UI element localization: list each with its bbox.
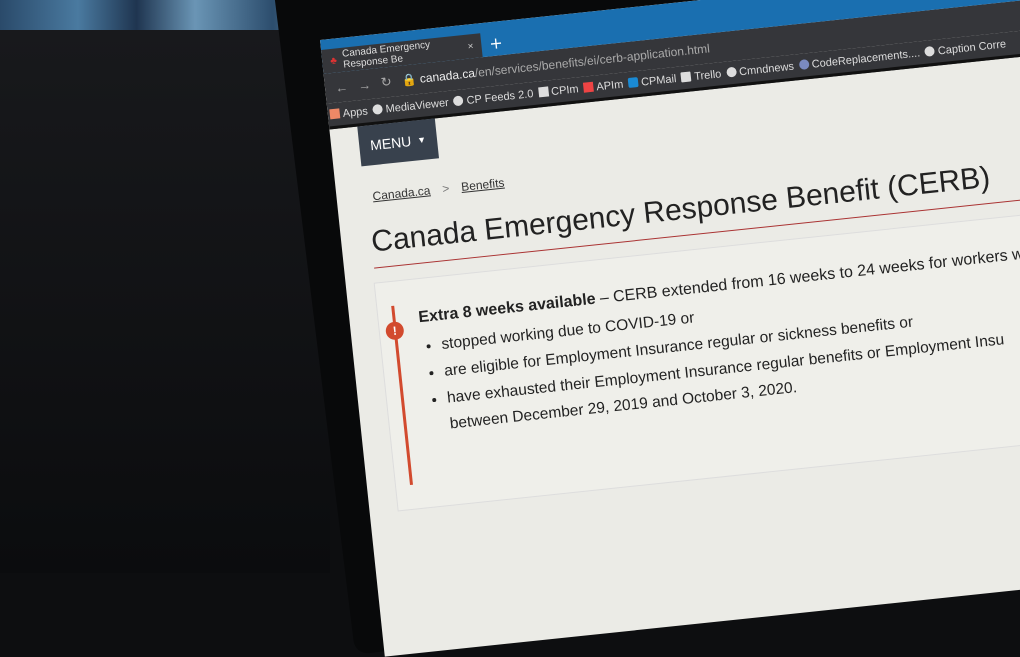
ap-icon [582,81,594,93]
reload-icon[interactable]: ↻ [379,73,393,90]
maple-leaf-icon: ♣ [329,54,338,67]
globe-icon [725,66,737,78]
background [0,30,330,573]
outlook-icon [627,76,639,88]
bookmark-apim[interactable]: APIm [582,78,624,94]
bookmark-trello[interactable]: Trello [680,67,722,84]
lock-icon: 🔒 [400,72,418,88]
forward-icon[interactable]: → [357,76,372,93]
bookmark-mediaviewer[interactable]: MediaViewer [372,96,449,116]
close-tab-icon[interactable]: × [467,40,475,53]
bookmark-cp-feeds[interactable]: CP Feeds 2.0 [453,88,534,108]
bookmark-label: CodeReplacements.... [811,46,921,71]
trello-icon [680,70,692,82]
back-icon[interactable]: ← [334,78,349,96]
breadcrumb-canada[interactable]: Canada.ca [371,183,432,204]
chevron-down-icon: ▼ [416,134,427,146]
globe-icon [372,103,384,115]
bookmark-caption[interactable]: Caption Corre [924,37,1007,58]
bookmark-label: Caption Corre [937,37,1007,57]
url-host: canada.ca [419,66,476,86]
warning-icon: ! [384,320,405,341]
bookmark-cpmail[interactable]: CPMail [627,72,677,89]
code-icon [798,58,810,70]
bookmark-cpim[interactable]: CPIm [537,82,580,99]
bookmark-label: CPMail [640,72,677,89]
bookmark-label: CPIm [550,82,580,98]
bookmark-label: APIm [595,78,624,93]
breadcrumb-separator: > [441,181,451,196]
new-tab-button[interactable]: + [488,32,504,54]
menu-button[interactable]: MENU ▼ [357,118,440,167]
menu-label: MENU [369,133,413,154]
breadcrumb-benefits[interactable]: Benefits [460,175,506,195]
bookmark-apps[interactable]: Apps [329,105,368,121]
page-icon [537,85,549,97]
globe-icon [924,45,936,57]
bookmark-label: Cmndnews [738,60,795,78]
globe-icon [453,94,465,106]
browser-window: ♣ Canada Emergency Response Be × + ← → ↻… [320,0,1020,657]
bookmark-label: Trello [693,67,722,83]
bookmark-label: Apps [342,104,369,120]
bookmark-cmndnews[interactable]: Cmndnews [725,60,795,79]
bookmark-label: CP Feeds 2.0 [465,87,534,107]
apps-icon [329,107,341,119]
bookmark-label: MediaViewer [385,96,450,115]
